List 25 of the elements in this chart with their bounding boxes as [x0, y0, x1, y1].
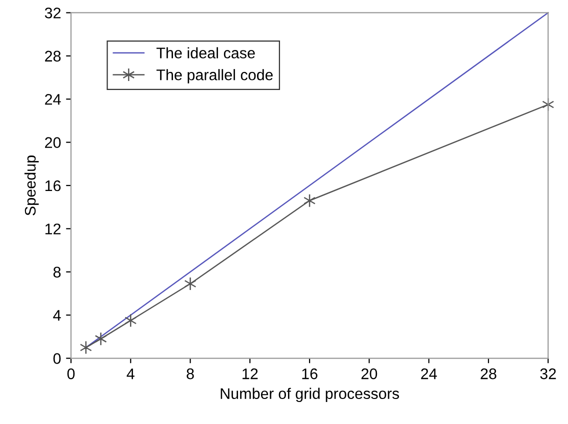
x-tick-label: 4	[126, 368, 134, 380]
y-tick-label: 0	[53, 353, 61, 364]
x-tick-label: 0	[67, 368, 75, 380]
x-tick-label: 8	[186, 368, 194, 380]
legend-label: The ideal case	[156, 47, 255, 58]
x-tick-label: 24	[421, 368, 437, 380]
point	[94, 332, 107, 346]
x-tick-label: 28	[480, 368, 496, 380]
y-tick-label: 28	[45, 50, 61, 62]
x-tick-label: 20	[361, 368, 378, 380]
point	[124, 314, 137, 328]
y-tick-label: 24	[45, 94, 61, 105]
x-axis-title: Number of grid processors	[220, 388, 400, 402]
x-tick-label: 12	[242, 368, 258, 380]
y-tick-label: 4	[53, 310, 61, 321]
y-tick-label: 12	[45, 224, 61, 234]
y-axis-title: Speedup	[24, 156, 39, 216]
legend-label: The parallel code	[156, 69, 273, 84]
y-tick-label: 32	[44, 8, 61, 18]
y-tick-label: 8	[53, 266, 61, 278]
x-tick-label: 32	[540, 368, 556, 380]
point	[184, 276, 196, 291]
x-tick-label: 16	[302, 368, 318, 380]
y-tick-label: 20	[45, 137, 61, 148]
y-tick-label: 16	[45, 180, 61, 192]
